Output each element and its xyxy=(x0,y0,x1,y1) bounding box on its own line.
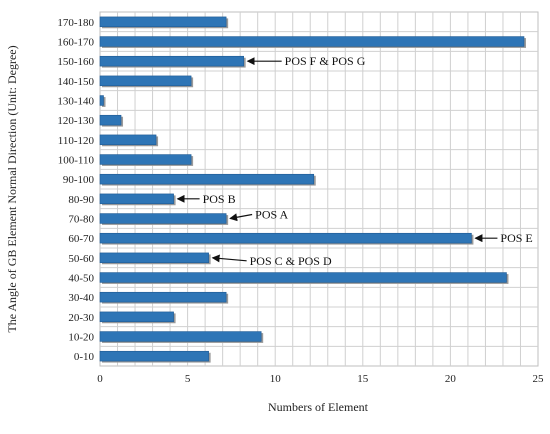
y-tick-label: 130-140 xyxy=(57,96,94,108)
annotation-label: POS E xyxy=(500,231,532,245)
bar-160-170 xyxy=(99,36,525,47)
annotation-arrow xyxy=(229,213,253,222)
bar-150-160 xyxy=(99,55,244,67)
y-tick-label: 50-60 xyxy=(68,253,94,265)
y-tick-label: 90-100 xyxy=(63,174,95,186)
bar-70-80 xyxy=(99,213,227,224)
y-tick-label: 100-110 xyxy=(58,155,95,167)
y-tick-labels: 0-10 10-20 20-30 30-40 40-50 50-60 60-70 70-80 8… xyxy=(57,17,94,363)
annotation-label: POS B xyxy=(203,192,236,206)
bar-10-20 xyxy=(99,331,262,342)
bar-170-180 xyxy=(99,16,227,28)
bar-120-130 xyxy=(99,114,122,126)
bar-30-40 xyxy=(99,291,227,303)
annotation-arrow xyxy=(211,254,247,263)
annotation-label: POS F & POS G xyxy=(285,54,366,68)
annotation-label: POS A xyxy=(255,208,288,222)
bar-140-150 xyxy=(99,75,192,87)
bar-20-30 xyxy=(99,311,174,323)
y-tick-label: 170-180 xyxy=(57,17,94,29)
y-tick-label: 80-90 xyxy=(68,194,94,206)
x-tick-label: 0 xyxy=(97,373,103,385)
y-tick-label: 110-120 xyxy=(58,135,95,147)
y-tick-label: 30-40 xyxy=(68,292,94,304)
y-tick-label: 70-80 xyxy=(68,214,94,226)
x-tick-label: 10 xyxy=(270,373,282,385)
annotation-label: POS C & POS D xyxy=(250,254,332,268)
y-tick-label: 160-170 xyxy=(57,37,94,49)
x-axis-title: Numbers of Element xyxy=(268,400,369,414)
x-tick-label: 25 xyxy=(533,373,545,385)
bar-60-70 xyxy=(99,232,472,244)
y-tick-label: 140-150 xyxy=(57,76,94,88)
x-tick-label: 20 xyxy=(445,373,457,385)
y-tick-label: 120-130 xyxy=(57,115,94,127)
y-axis-title: The Angle of GB Element Normal Direction… xyxy=(5,45,19,332)
y-tick-label: 0-10 xyxy=(74,351,95,363)
y-tick-label: 40-50 xyxy=(68,273,94,285)
y-tick-label: 10-20 xyxy=(68,332,94,344)
x-tick-labels: 0 5 10 15 20 25 xyxy=(97,373,544,385)
y-tick-label: 60-70 xyxy=(68,233,94,245)
x-tick-label: 5 xyxy=(185,373,191,385)
annotations: POS F & POS G POS B POS A POS E POS C & POS … xyxy=(176,54,533,268)
bars xyxy=(99,16,526,363)
bar-0-10 xyxy=(99,350,209,362)
bar-100-110 xyxy=(99,154,192,165)
bar-50-60 xyxy=(99,252,209,264)
bar-80-90 xyxy=(99,193,174,205)
grid-lines xyxy=(100,12,538,366)
bar-90-100 xyxy=(99,173,315,185)
y-tick-label: 20-30 xyxy=(68,312,94,324)
bar-110-120 xyxy=(99,134,157,146)
x-tick-label: 15 xyxy=(357,373,369,385)
bar-40-50 xyxy=(99,272,507,283)
y-tick-label: 150-160 xyxy=(57,56,94,68)
bar-130-140 xyxy=(99,95,104,106)
